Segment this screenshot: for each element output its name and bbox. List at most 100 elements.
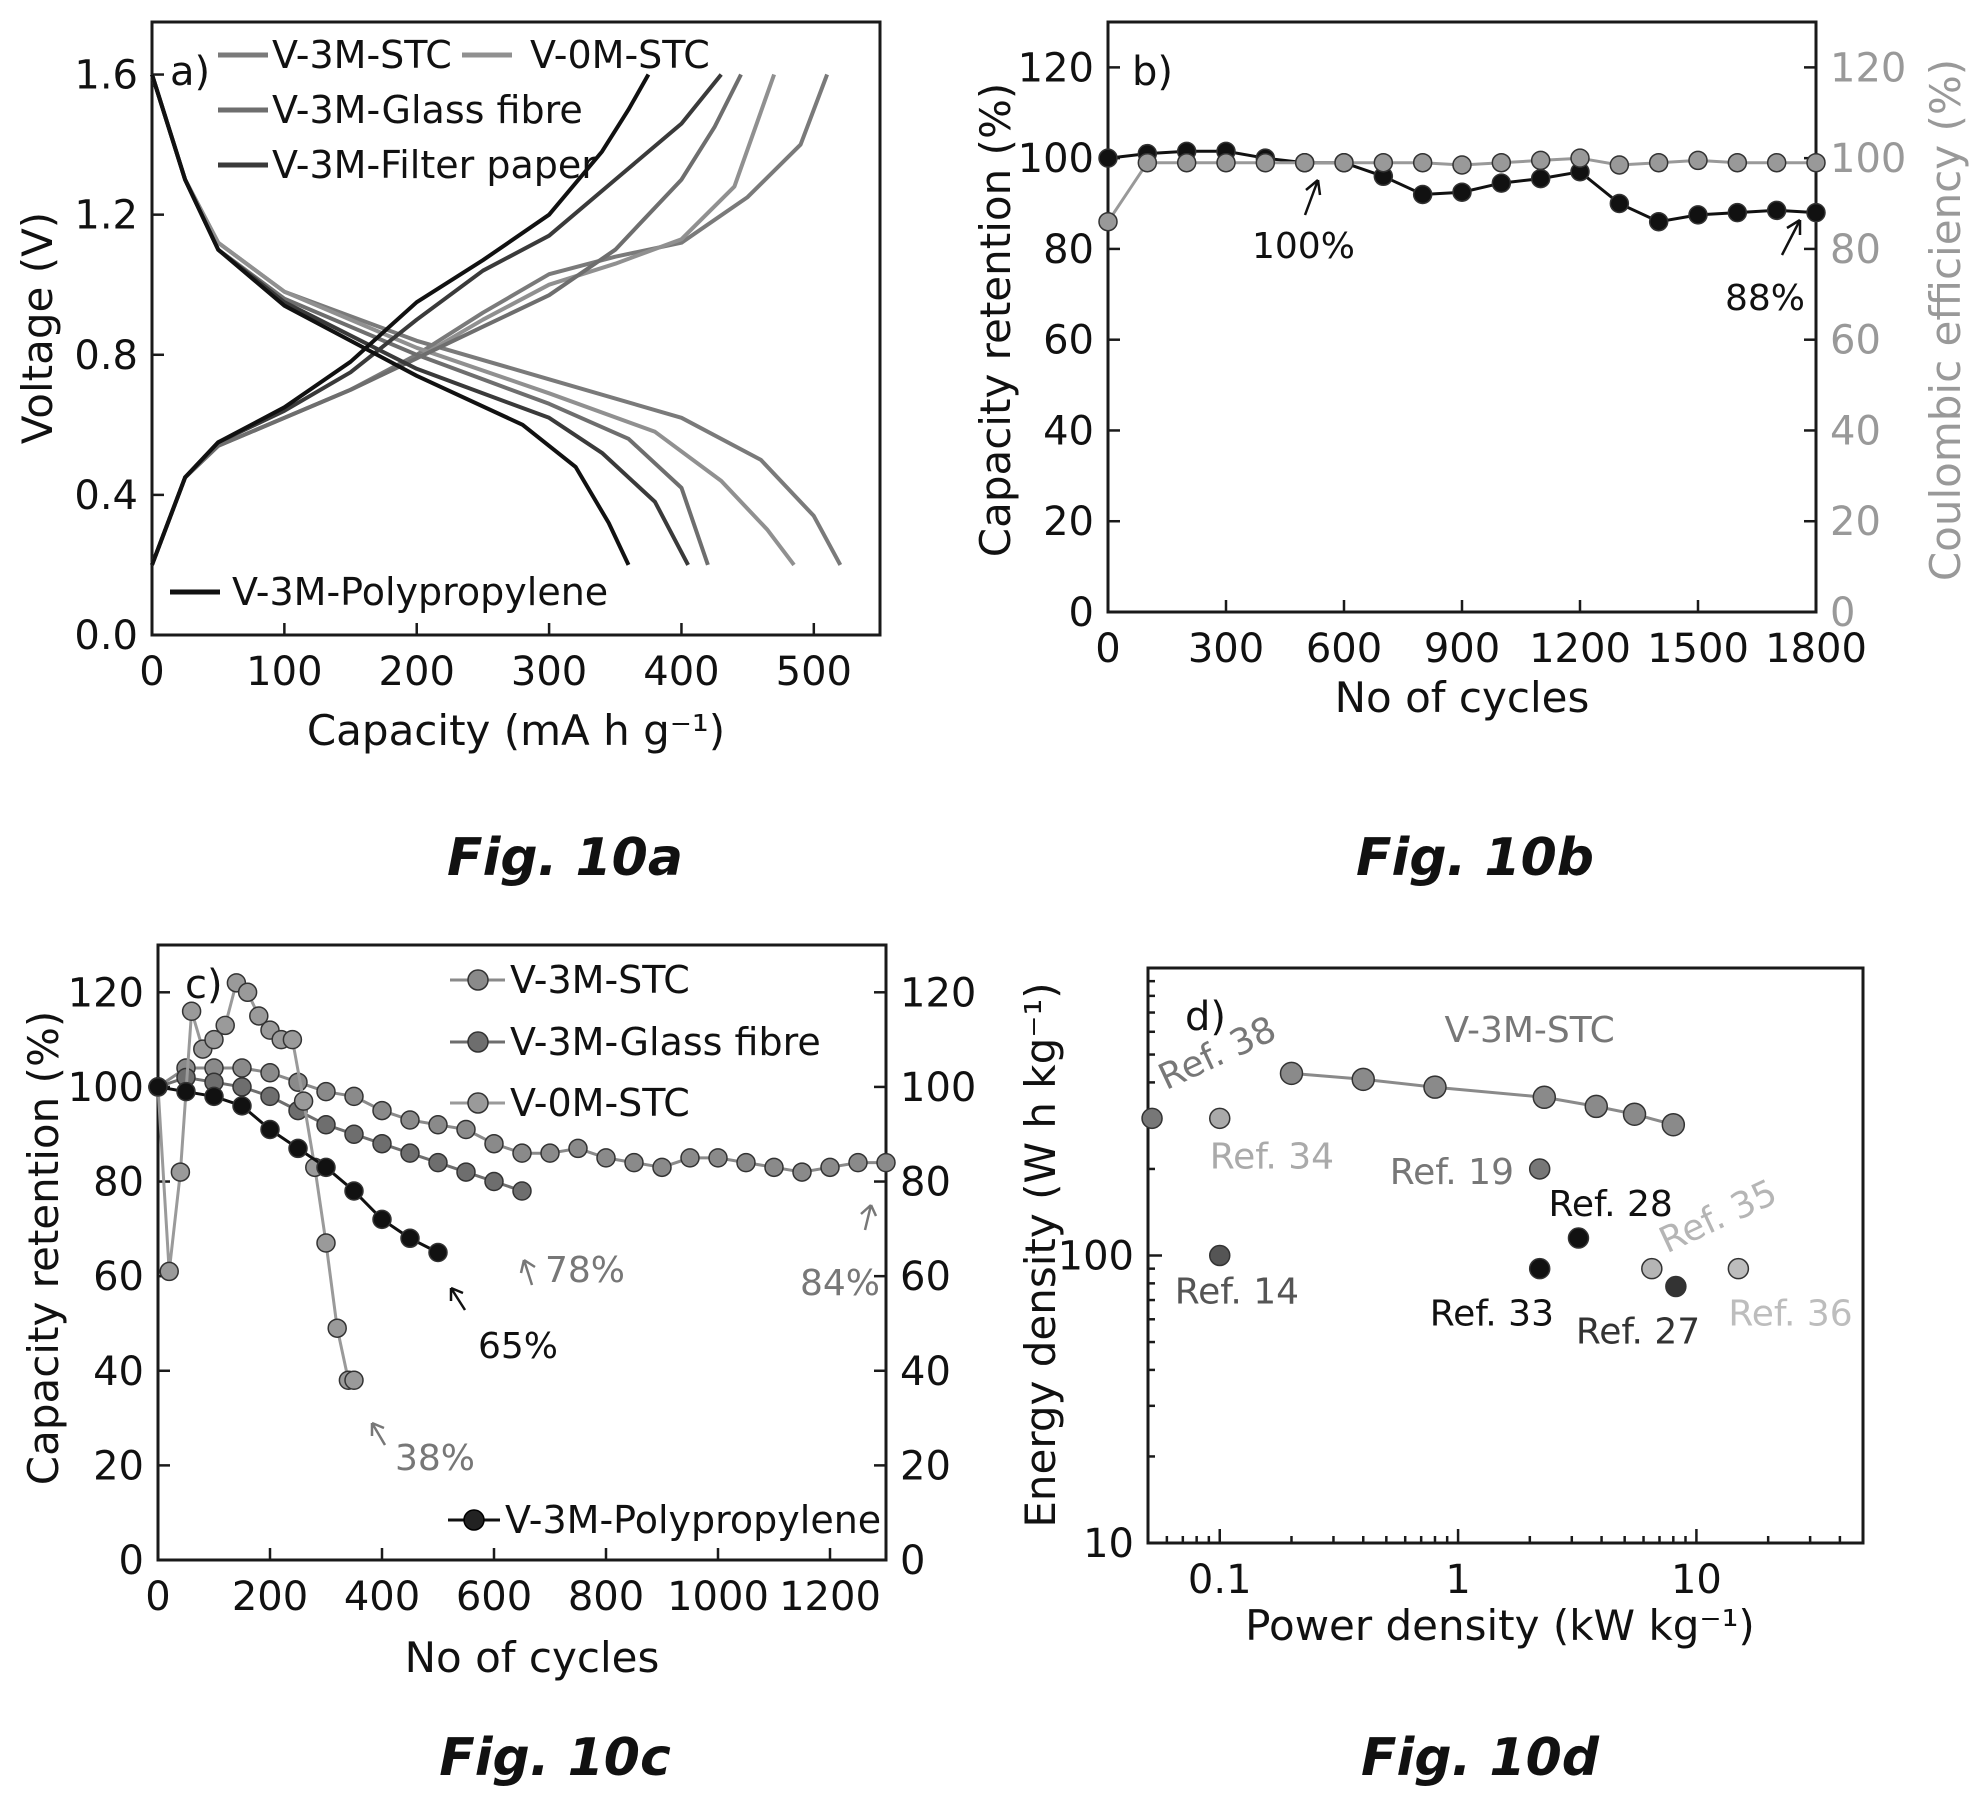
data-point — [484, 1133, 504, 1154]
data-point — [1806, 152, 1826, 173]
reference-label: Ref. 19 — [1390, 1152, 1514, 1193]
series-layer — [1098, 141, 1826, 232]
y2-tick-label: 120 — [900, 970, 976, 1016]
x-tick-label: 600 — [456, 1574, 532, 1620]
x-tick-label: 900 — [1424, 626, 1500, 672]
data-point — [1098, 211, 1118, 232]
figure-caption-d: Fig. 10d — [1361, 1728, 1600, 1788]
legend-label: V-3M-Glass fibre — [272, 88, 583, 132]
data-point — [1570, 148, 1590, 168]
data-point — [624, 1152, 644, 1173]
legend: V-3M-STC V-3M-Glass fibre V-0M-STC V-3M-… — [448, 958, 881, 1542]
data-point — [792, 1162, 812, 1182]
data-point — [215, 1015, 235, 1036]
y-tick-label: 60 — [1043, 318, 1094, 364]
annotation-label: 88% — [1725, 278, 1805, 319]
data-point — [1491, 173, 1512, 193]
x-tick-label: 0 — [145, 1574, 170, 1620]
figure-caption-c: Fig. 10c — [439, 1728, 671, 1788]
x-axis-title: No of cycles — [1335, 673, 1590, 722]
data-point — [148, 1077, 168, 1097]
data-point — [372, 1133, 392, 1154]
data-point — [1727, 1257, 1750, 1280]
annotation-label: 78% — [545, 1250, 625, 1291]
data-point — [1530, 168, 1551, 189]
legend-marker — [463, 1509, 485, 1531]
data-point — [1641, 1257, 1663, 1280]
series-layer — [150, 73, 843, 567]
x-axis-title: Capacity (mA h g⁻¹) — [307, 706, 725, 755]
y-tick-label: 120 — [1018, 45, 1094, 91]
data-point — [1665, 1275, 1687, 1298]
reference-label: Ref. 35 — [1653, 1172, 1783, 1262]
data-point — [680, 1148, 700, 1168]
annotation-label: 100% — [1252, 226, 1355, 267]
data-point — [1806, 202, 1826, 223]
data-point — [181, 1001, 202, 1021]
data-point — [540, 1143, 560, 1163]
data-point — [1279, 1061, 1304, 1086]
panel-label: b) — [1132, 49, 1173, 95]
legend-label: V-0M-STC — [510, 1081, 690, 1125]
x-tick-label: 600 — [1306, 626, 1382, 672]
annotation-arrow — [1780, 219, 1802, 256]
x-axis-title: No of cycles — [405, 1633, 660, 1682]
data-point — [1609, 193, 1630, 214]
data-point — [1661, 1112, 1686, 1137]
data-point — [316, 1233, 336, 1253]
data-point — [1530, 150, 1551, 171]
data-point — [428, 1152, 448, 1173]
panel-label: d) — [1185, 994, 1226, 1040]
y-tick-label: 10 — [1083, 1521, 1134, 1567]
data-point — [736, 1152, 756, 1173]
plot-frame — [150, 20, 882, 637]
y2-tick-label: 100 — [1830, 136, 1906, 182]
data-point — [1412, 152, 1433, 173]
y2-tick-label: 0 — [1830, 590, 1855, 636]
data-point — [428, 1242, 448, 1263]
annotation-arrow — [860, 1204, 878, 1231]
reference-label: Ref. 34 — [1210, 1136, 1334, 1177]
series-layer — [148, 973, 896, 1390]
data-point — [764, 1157, 784, 1178]
data-point — [1584, 1094, 1609, 1119]
data-point — [316, 1157, 336, 1178]
data-point — [1648, 152, 1669, 173]
data-point — [372, 1100, 392, 1121]
data-point — [456, 1162, 476, 1182]
legend-label: V-3M-STC — [510, 958, 690, 1002]
x-tick-label: 300 — [1188, 626, 1264, 672]
data-point — [848, 1152, 868, 1173]
legend-label: V-3M-Polypropylene — [232, 570, 608, 614]
annotation-arrowhead — [1786, 218, 1802, 235]
legend-marker — [467, 969, 489, 991]
y-axis-title: Capacity retention (%) — [19, 1011, 68, 1486]
data-point — [1688, 205, 1708, 225]
x-tick-label: 800 — [568, 1574, 644, 1620]
data-point — [372, 1209, 392, 1230]
x-tick-label: 300 — [511, 649, 587, 695]
reference-label: Ref. 33 — [1430, 1294, 1554, 1335]
annotation-arrow — [1303, 179, 1320, 216]
y2-tick-label: 80 — [900, 1160, 951, 1206]
data-point — [1452, 182, 1472, 202]
figure-caption-b: Fig. 10b — [1356, 828, 1594, 888]
data-point — [1528, 1158, 1551, 1180]
y2-tick-label: 40 — [1830, 408, 1881, 454]
y2-tick-label: 120 — [1830, 45, 1906, 91]
legend-label: V-3M-Polypropylene — [505, 1498, 881, 1542]
chart-panel-b: 0 300 600 900 1200 1500 1800020406080100120020… — [971, 20, 1970, 722]
annotations: 84% 78% 65% 38% — [370, 1204, 880, 1479]
legend-label: V-3M-STC — [272, 33, 452, 77]
y-tick-label: 40 — [1043, 408, 1094, 454]
legend: V-3M-STC V-0M-STC V-3M-Glass fibre V-3M-… — [170, 33, 710, 614]
y-axis-title: Capacity retention (%) — [971, 83, 1020, 558]
series-line — [150, 73, 743, 566]
series-line — [1291, 1071, 1674, 1127]
data-point — [344, 1086, 364, 1107]
data-point — [456, 1119, 476, 1140]
x-tick-label: 500 — [776, 649, 852, 695]
y2-tick-label: 100 — [900, 1065, 976, 1111]
y2-tick-label: 0 — [900, 1538, 925, 1584]
